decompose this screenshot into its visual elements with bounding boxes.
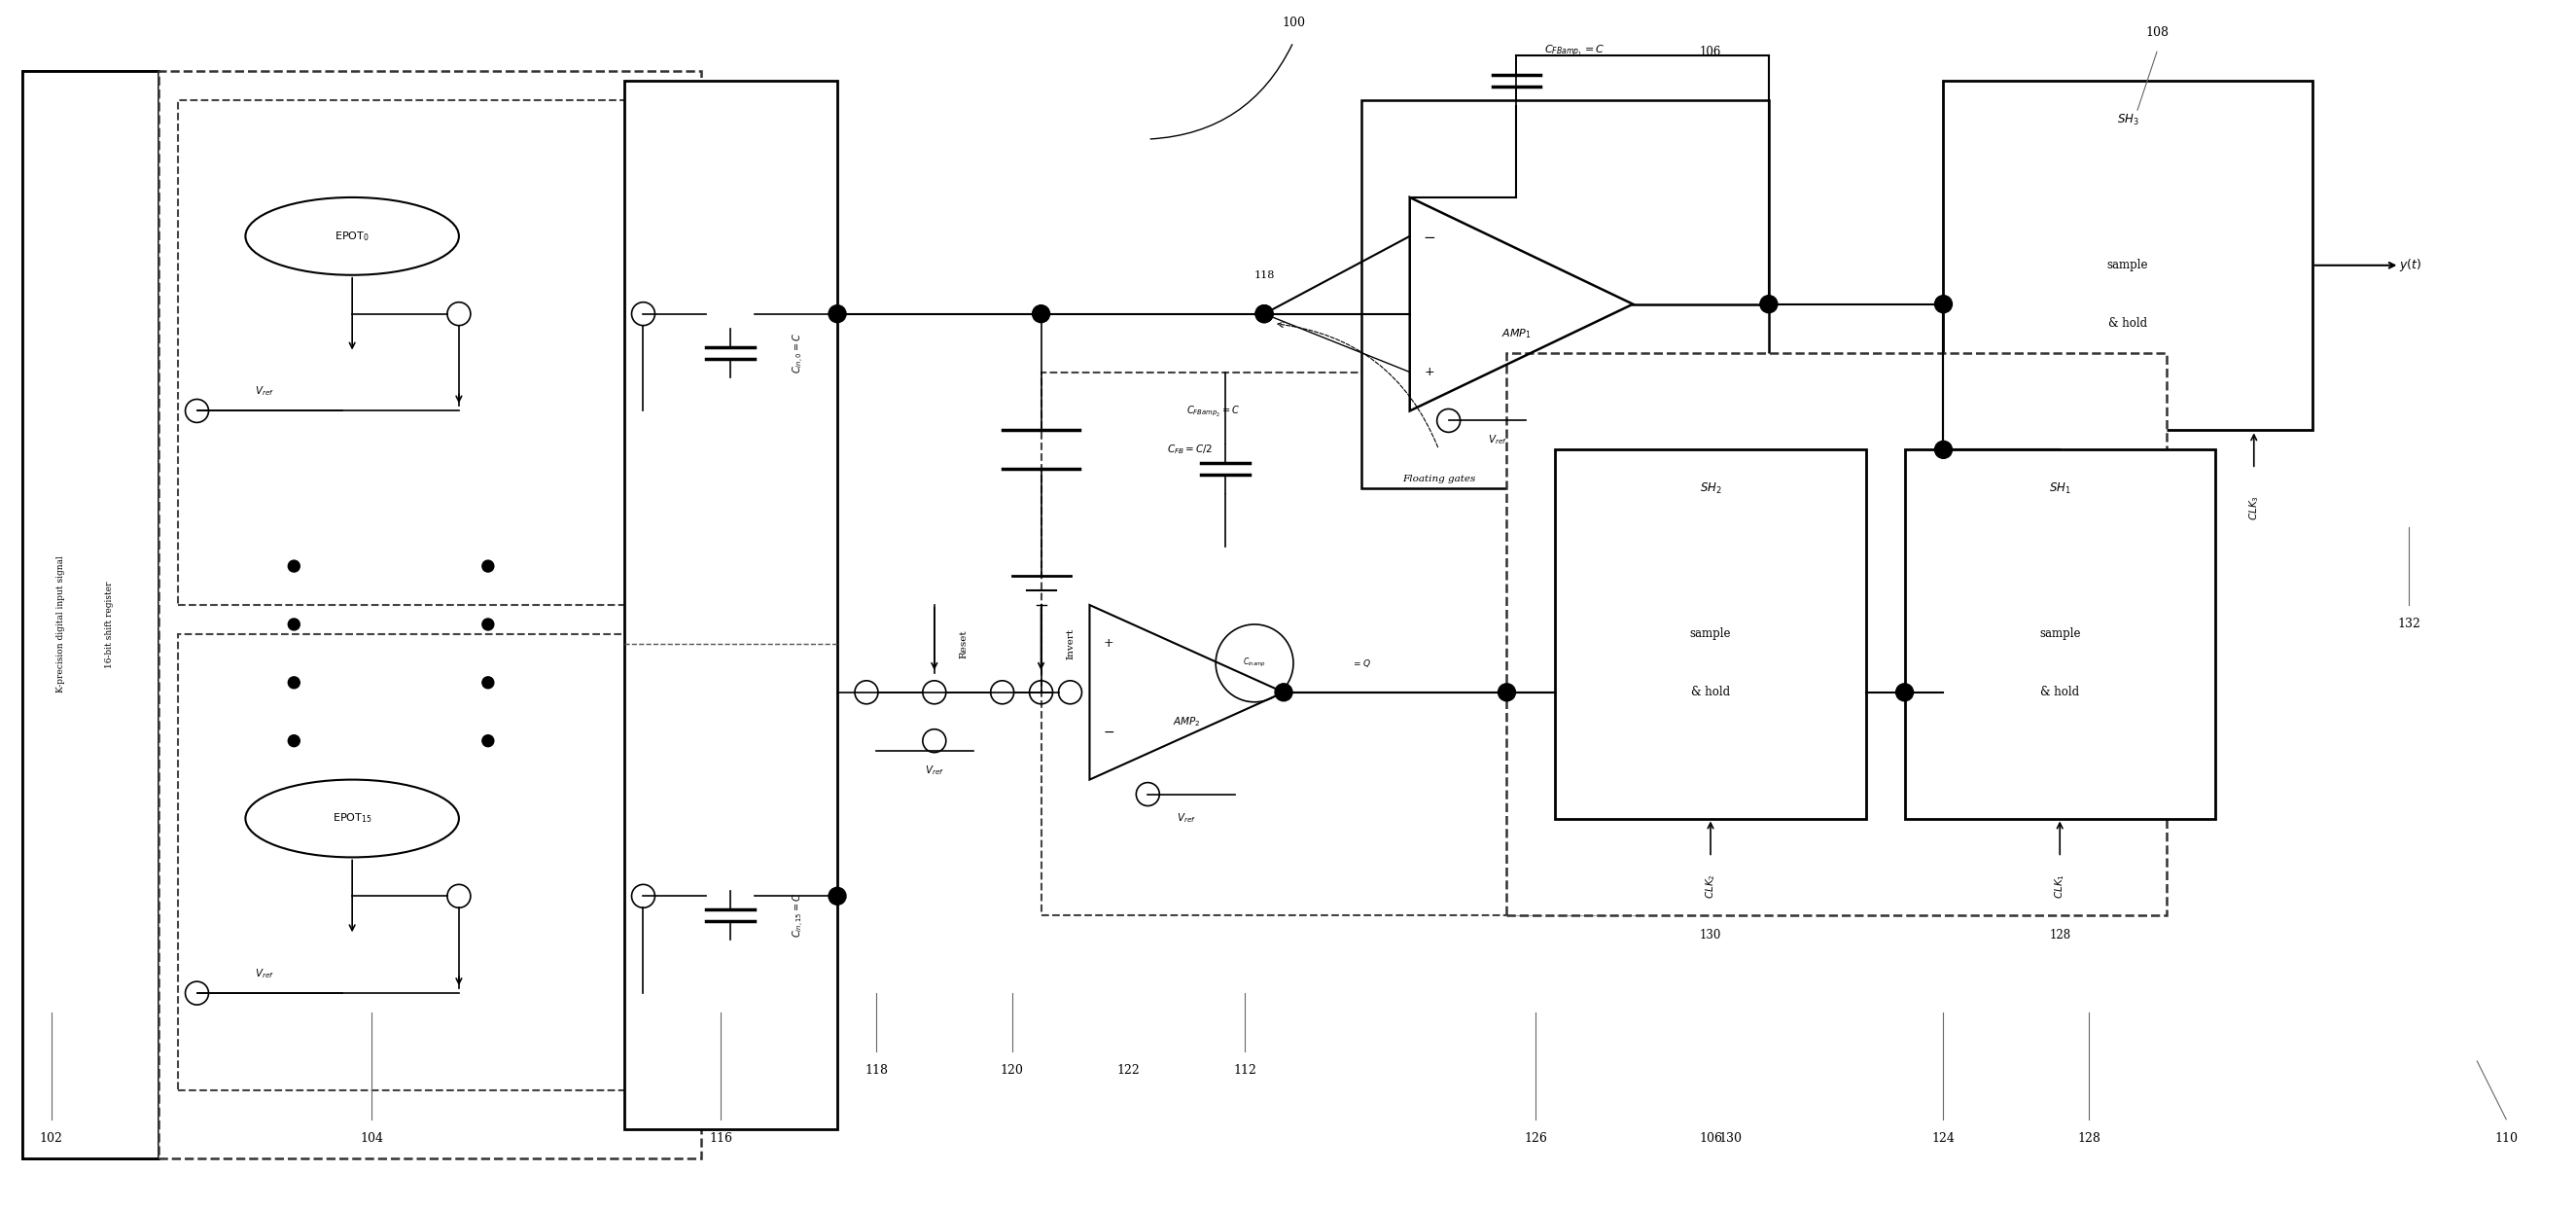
Bar (178, 634, 683, 1090)
Bar (1904, 449, 2215, 819)
Text: 128: 128 (2048, 929, 2071, 941)
Text: 104: 104 (361, 1132, 384, 1145)
Bar (23, 71, 157, 1158)
Circle shape (829, 888, 845, 905)
Text: $\mathrm{EPOT}_{15}$: $\mathrm{EPOT}_{15}$ (332, 812, 371, 825)
Text: $C_{in,15}=C$: $C_{in,15}=C$ (791, 893, 806, 939)
Bar (1360, 100, 1770, 488)
Text: $C_{inamp}$: $C_{inamp}$ (1244, 657, 1267, 669)
Circle shape (482, 561, 495, 571)
Bar (1556, 449, 1865, 819)
Bar (623, 81, 837, 1129)
Text: $CLK_3$: $CLK_3$ (2246, 495, 2262, 521)
Text: $+$: $+$ (1425, 366, 1435, 378)
Text: $V_{ref}$: $V_{ref}$ (255, 968, 276, 981)
Text: $AMP_2$: $AMP_2$ (1172, 715, 1200, 728)
Ellipse shape (245, 197, 459, 275)
Circle shape (1499, 684, 1515, 701)
Text: sample: sample (2107, 259, 2148, 272)
Bar (157, 71, 701, 1158)
Text: $=Q$: $=Q$ (1352, 657, 1370, 669)
Text: 132: 132 (2398, 618, 2421, 631)
Text: 118: 118 (1255, 271, 1275, 280)
Text: & hold: & hold (2107, 318, 2148, 330)
Text: & hold: & hold (2040, 686, 2079, 698)
Text: & hold: & hold (1690, 686, 1731, 698)
Circle shape (829, 306, 845, 323)
Text: K-precision digital input signal: K-precision digital input signal (57, 556, 64, 693)
Circle shape (1896, 684, 1914, 701)
Bar (23, 71, 157, 1158)
Circle shape (1255, 306, 1273, 323)
Text: 126: 126 (1525, 1132, 1548, 1145)
Circle shape (289, 561, 299, 571)
Bar (23, 71, 157, 1158)
Text: 128: 128 (2076, 1132, 2099, 1145)
Text: $CLK_1$: $CLK_1$ (2053, 873, 2066, 899)
Text: $CLK_2$: $CLK_2$ (1703, 873, 1718, 899)
Circle shape (482, 618, 495, 631)
Text: 130: 130 (1718, 1132, 1741, 1145)
Text: $C_{FBamp_1}=C$: $C_{FBamp_1}=C$ (1546, 43, 1605, 59)
Circle shape (289, 734, 299, 747)
Text: sample: sample (2040, 628, 2081, 640)
Circle shape (482, 734, 495, 747)
Text: $SH_2$: $SH_2$ (1700, 481, 1721, 495)
Text: 102: 102 (39, 1132, 62, 1145)
Text: $AMP_1$: $AMP_1$ (1502, 326, 1533, 339)
Text: $V_{ref}$: $V_{ref}$ (255, 385, 276, 399)
Text: 124: 124 (1932, 1132, 1955, 1145)
Circle shape (1759, 296, 1777, 313)
Text: $C_{in,0}=C$: $C_{in,0}=C$ (791, 332, 806, 373)
Text: $C_{FB}=C/2$: $C_{FB}=C/2$ (1167, 443, 1213, 457)
Text: 108: 108 (2146, 27, 2169, 39)
Text: $C_{FBamp_2}=C$: $C_{FBamp_2}=C$ (1188, 403, 1239, 418)
Circle shape (1935, 296, 1953, 313)
Ellipse shape (245, 779, 459, 858)
Text: 120: 120 (999, 1064, 1023, 1078)
Circle shape (482, 676, 495, 689)
Text: 118: 118 (866, 1064, 889, 1078)
Text: $\mathrm{EPOT}_0$: $\mathrm{EPOT}_0$ (335, 230, 368, 243)
Text: 16-bit shift register: 16-bit shift register (106, 581, 113, 668)
Bar (1507, 353, 2166, 916)
Text: $SH_3$: $SH_3$ (2117, 112, 2138, 127)
Bar (178, 100, 683, 605)
Text: $-$: $-$ (1103, 725, 1115, 738)
Text: 122: 122 (1118, 1064, 1141, 1078)
Text: 116: 116 (708, 1132, 732, 1145)
Text: 130: 130 (1700, 929, 1721, 941)
Circle shape (289, 676, 299, 689)
Text: 106: 106 (1700, 46, 1721, 58)
Text: sample: sample (1690, 628, 1731, 640)
Text: Reset: Reset (958, 629, 969, 658)
Text: $V_{ref}$: $V_{ref}$ (1486, 434, 1507, 447)
Circle shape (1275, 684, 1293, 701)
Text: 112: 112 (1234, 1064, 1257, 1078)
Text: $y(t)$: $y(t)$ (2398, 257, 2421, 273)
Text: Floating gates: Floating gates (1401, 475, 1476, 483)
Circle shape (1935, 441, 1953, 458)
Text: 106: 106 (1700, 1132, 1723, 1145)
Text: 110: 110 (2494, 1132, 2517, 1145)
Circle shape (1255, 306, 1273, 323)
Text: $V_{ref}$: $V_{ref}$ (925, 763, 943, 777)
Bar (1041, 372, 1643, 916)
Text: 100: 100 (1283, 17, 1306, 29)
Circle shape (1033, 306, 1051, 323)
Text: $V_{ref}$: $V_{ref}$ (1177, 812, 1195, 825)
Circle shape (289, 618, 299, 631)
Text: +: + (1105, 638, 1115, 650)
Text: $SH_1$: $SH_1$ (2048, 481, 2071, 495)
Bar (1942, 81, 2313, 430)
Text: Invert: Invert (1066, 628, 1074, 660)
FancyArrowPatch shape (1151, 45, 1293, 139)
Text: $-$: $-$ (1422, 230, 1435, 243)
